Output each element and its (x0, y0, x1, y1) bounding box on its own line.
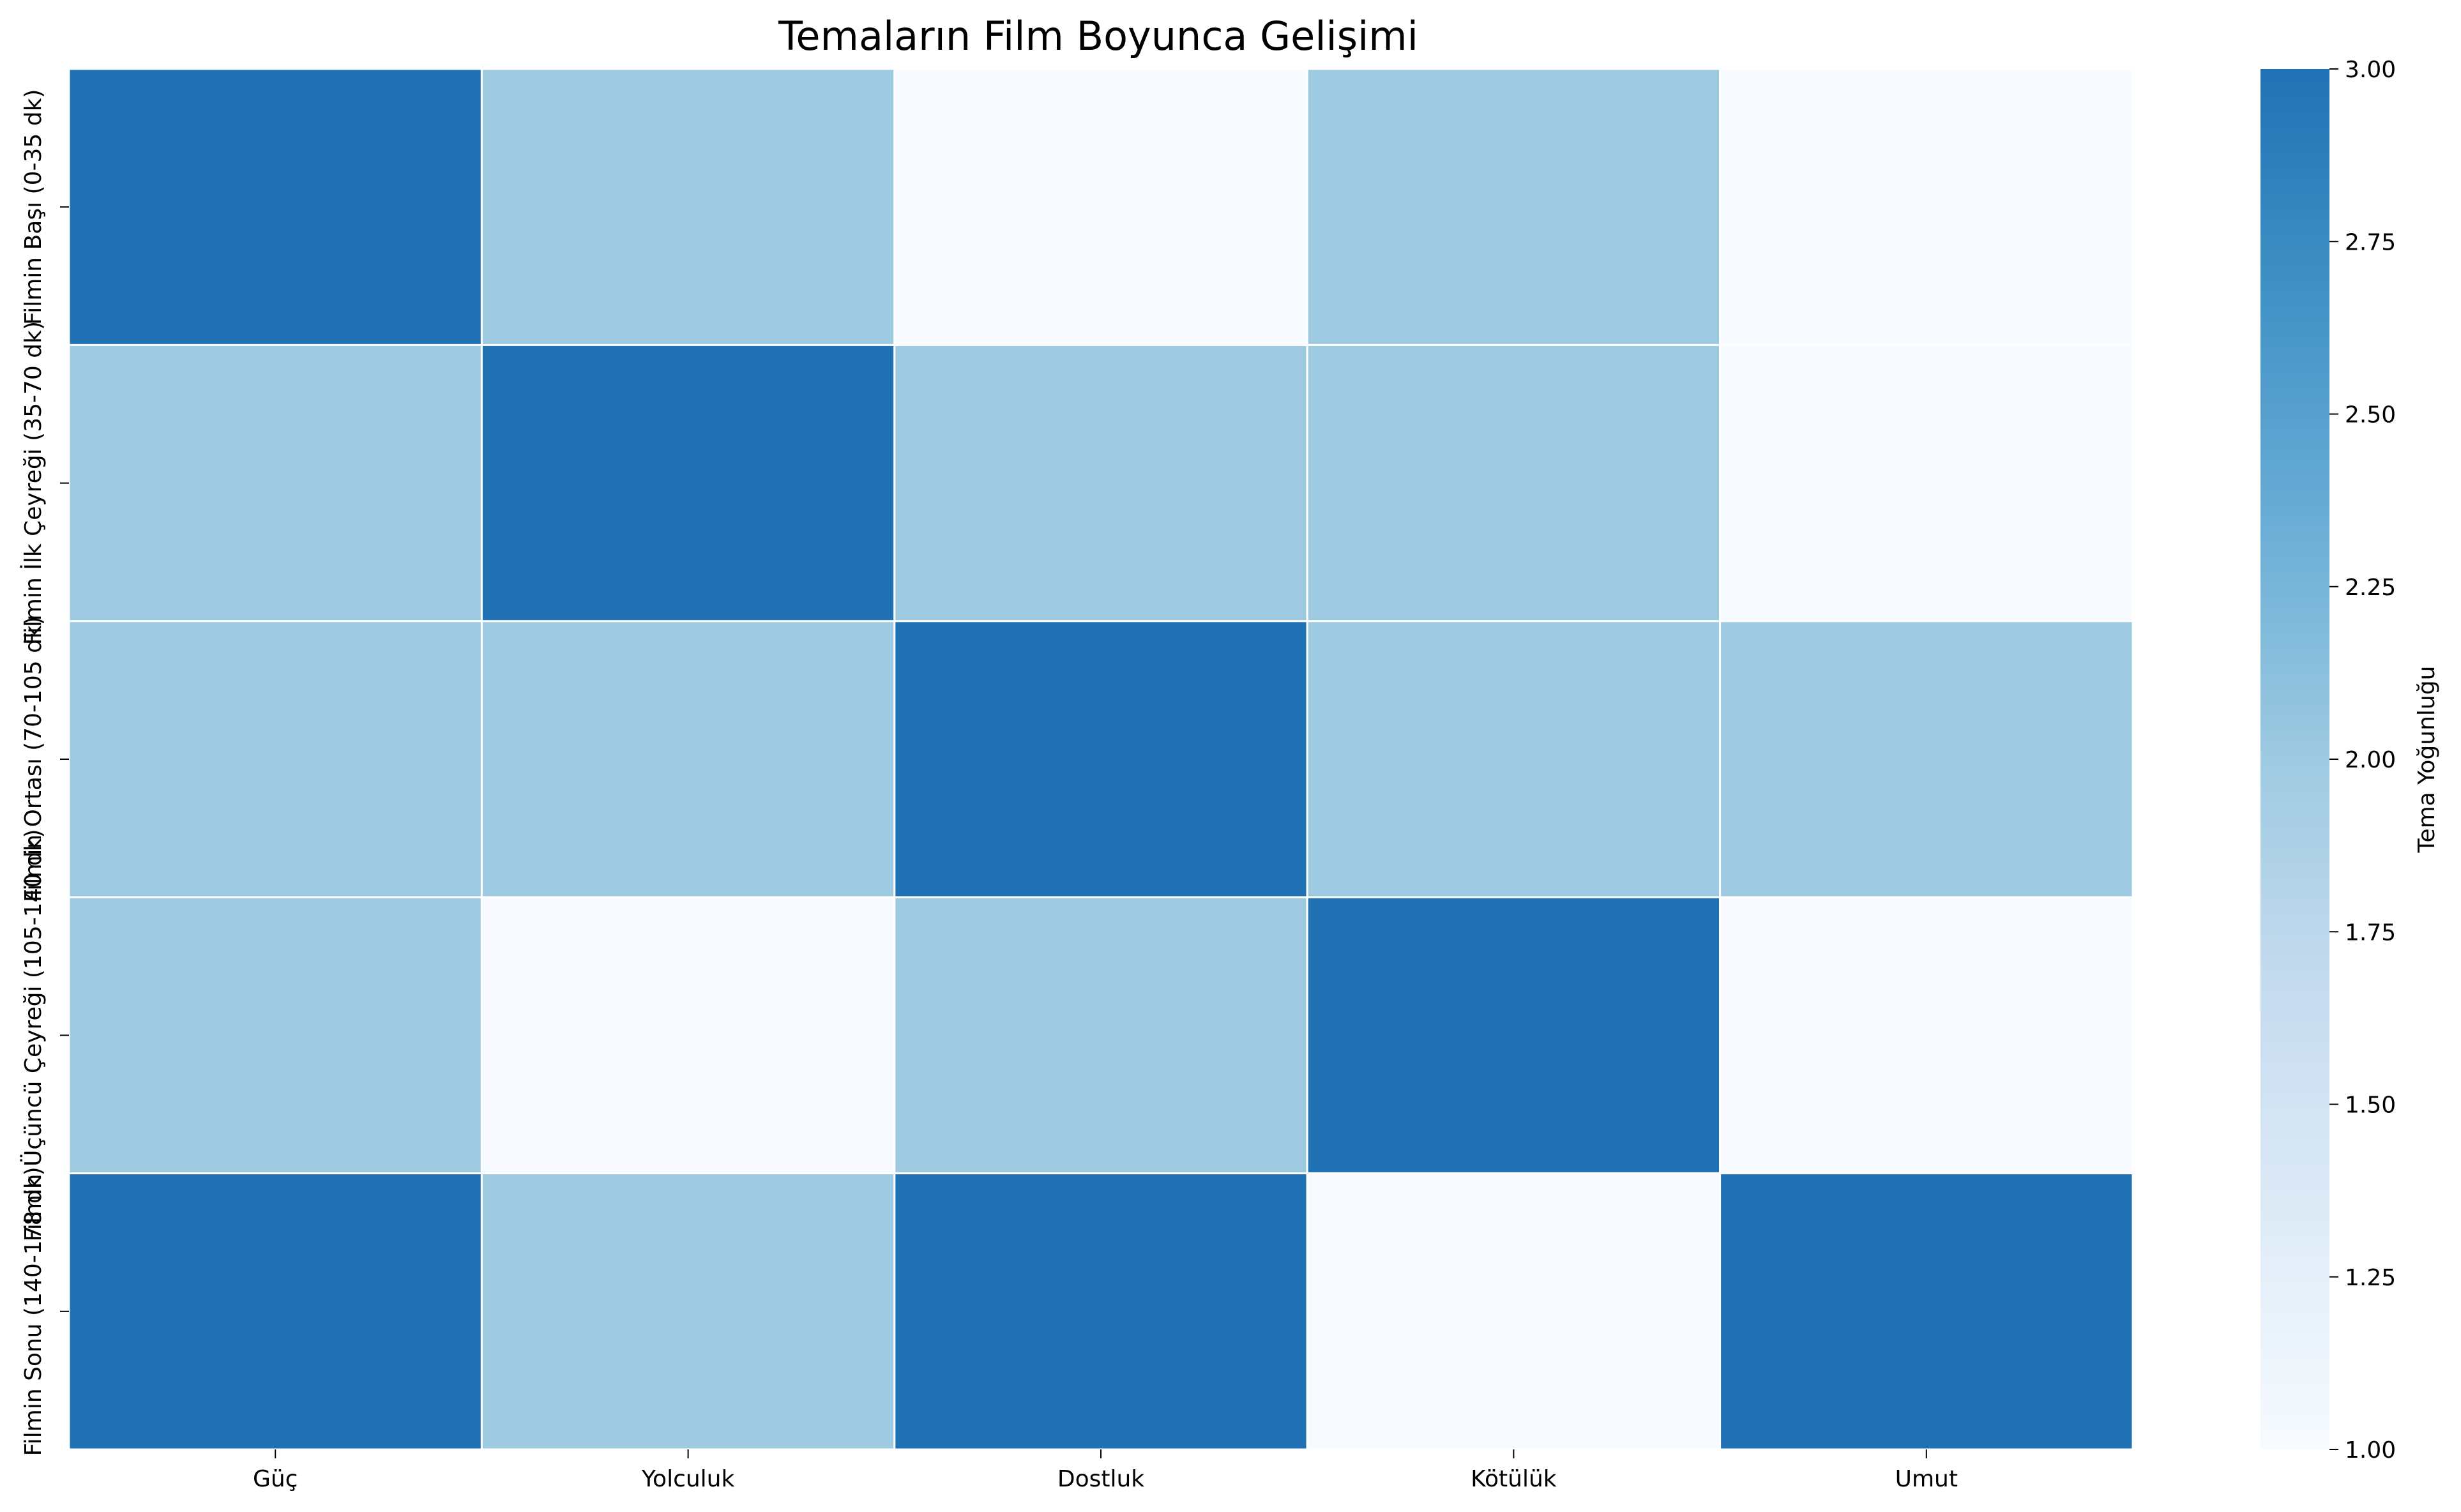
heatmap-cell (68, 896, 483, 1175)
heatmap-cell (480, 896, 896, 1175)
colorbar: 1.00 1.25 1.50 1.75 2.00 2.25 2.50 2.75 3.00 Tema… (2260, 57, 2440, 1463)
heatmap-cell (1306, 1172, 1722, 1451)
heatmap-cell (893, 896, 1308, 1175)
heatmap-cell (1306, 896, 1722, 1175)
heatmap-cell (68, 620, 483, 898)
heatmap-cell (480, 620, 896, 898)
y-tick-label: Filmin İlk Çeyreği (35-70 dk) (20, 321, 47, 645)
heatmap-cell (68, 1172, 483, 1451)
colorbar-tick-label: 1.00 (2345, 1437, 2396, 1463)
colorbar-label: Tema Yoğunluğu (2414, 666, 2440, 854)
colorbar-tick-label: 2.00 (2345, 747, 2396, 773)
chart-title: Temaların Film Boyunca Gelişimi (778, 13, 1418, 59)
x-tick-label: Yolculuk (641, 1466, 735, 1492)
heatmap-cell (1306, 68, 1722, 346)
colorbar-tick-label: 2.75 (2345, 229, 2396, 255)
heatmap-cell (893, 344, 1308, 623)
heatmap-cells (68, 68, 2134, 1451)
colorbar-tick-label: 1.50 (2345, 1092, 2396, 1119)
heatmap-cell (68, 344, 483, 623)
heatmap-cell (68, 68, 483, 346)
heatmap-cell (893, 68, 1308, 346)
colorbar-tick-label: 2.25 (2345, 575, 2396, 601)
y-tick-label: Filmin Sonu (140-178 dk) (20, 1167, 47, 1456)
x-axis: Güç Yolculuk Dostluk Kötülük Umut (253, 1449, 1958, 1492)
heatmap-cell (893, 1172, 1308, 1451)
y-tick-label: Filmin Başı (0-35 dk) (20, 89, 47, 325)
heatmap-cell (893, 620, 1308, 898)
x-tick-label: Umut (1895, 1466, 1958, 1492)
colorbar-gradient (2260, 69, 2329, 1449)
x-tick-label: Güç (253, 1466, 298, 1492)
colorbar-tick-label: 2.50 (2345, 402, 2396, 428)
colorbar-tick-label: 1.75 (2345, 919, 2396, 946)
x-tick-label: Kötülük (1471, 1466, 1557, 1492)
heatmap-cell (1719, 344, 2134, 623)
colorbar-tick-label: 1.25 (2345, 1265, 2396, 1291)
heatmap-cell (1719, 1172, 2134, 1451)
heatmap-cell (480, 344, 896, 623)
colorbar-tick-label: 3.00 (2345, 57, 2396, 83)
heatmap-cell (1719, 896, 2134, 1175)
heatmap-cell (480, 1172, 896, 1451)
y-axis: Filmin Başı (0-35 dk)Filmin İlk Çeyreği … (20, 89, 69, 1456)
heatmap-cell (1719, 620, 2134, 898)
y-tick-label: Filmin Üçüncü Çeyreği (105-140 dk) (20, 829, 47, 1241)
x-tick-label: Dostluk (1057, 1466, 1144, 1492)
heatmap-cell (1719, 68, 2134, 346)
heatmap-cell (480, 68, 896, 346)
heatmap-cell (1306, 344, 1722, 623)
heatmap-cell (1306, 620, 1722, 898)
y-tick-label: Filmin Ortası (70-105 dk) (20, 616, 47, 902)
